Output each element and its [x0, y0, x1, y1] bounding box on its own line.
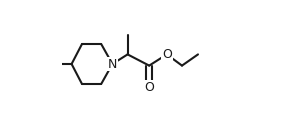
- Text: O: O: [162, 48, 172, 61]
- Text: N: N: [108, 57, 117, 71]
- Text: O: O: [144, 81, 154, 94]
